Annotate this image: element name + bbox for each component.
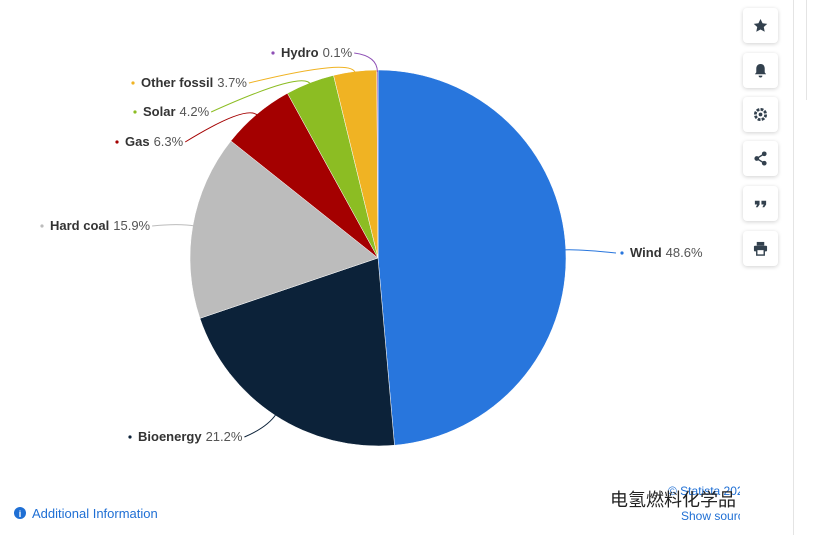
label-dot — [133, 110, 137, 114]
notification-button[interactable] — [743, 53, 778, 88]
data-label: Hard coal 15.9% — [50, 218, 151, 233]
data-label: Gas 6.3% — [125, 134, 184, 149]
category-name: Hydro — [281, 45, 319, 60]
share-button[interactable] — [743, 141, 778, 176]
leader-line — [563, 249, 617, 254]
label-dot — [271, 51, 275, 55]
leader-line — [152, 224, 195, 227]
cite-button[interactable] — [743, 186, 778, 221]
value-label: 6.3% — [154, 134, 184, 149]
value-label: 0.1% — [323, 45, 353, 60]
data-label: Hydro 0.1% — [281, 45, 353, 60]
show-source[interactable]: Show source — [681, 509, 740, 523]
watermark: 电氢燃料化学品 — [610, 490, 736, 511]
leader-line — [244, 413, 277, 438]
leader-line — [184, 112, 259, 143]
label-dot — [620, 251, 624, 255]
favorite-button[interactable] — [743, 8, 778, 43]
data-label: Other fossil 3.7% — [141, 75, 247, 90]
value-label: 4.2% — [180, 104, 210, 119]
info-icon[interactable] — [14, 507, 26, 519]
value-label: 48.6% — [666, 245, 703, 260]
category-name: Solar — [143, 104, 176, 119]
leader-line — [248, 66, 356, 84]
value-label: 21.2% — [206, 429, 243, 444]
category-name: Wind — [630, 245, 662, 260]
value-label: 15.9% — [113, 218, 150, 233]
info-icon-glyph: i — [19, 509, 22, 519]
pie — [189, 69, 567, 447]
category-name: Other fossil — [141, 75, 213, 90]
divider — [793, 0, 794, 535]
category-name: Hard coal — [50, 218, 109, 233]
divider — [806, 0, 807, 100]
data-label: Bioenergy 21.2% — [138, 429, 243, 444]
data-label: Wind 48.6% — [630, 245, 703, 260]
copyright[interactable]: © Statista 2023 — [668, 484, 740, 498]
label-dot — [131, 81, 135, 85]
leader-line — [210, 80, 312, 113]
additional-information[interactable]: Additional Information — [32, 506, 158, 521]
category-name: Gas — [125, 134, 150, 149]
leader-line — [354, 52, 378, 73]
settings-button[interactable] — [743, 97, 778, 132]
pie-slice — [377, 69, 567, 446]
label-dot — [115, 140, 119, 144]
value-label: 3.7% — [217, 75, 247, 90]
category-name: Bioenergy — [138, 429, 202, 444]
label-dot — [40, 224, 44, 228]
label-dot — [128, 435, 132, 439]
labels: Wind 48.6% Bioenergy 21.2% Hard coal 15.9% Gas… — [40, 45, 703, 444]
chart: Wind 48.6% Bioenergy 21.2% Hard coal 15.9% Gas… — [14, 45, 740, 523]
data-label: Solar 4.2% — [143, 104, 210, 119]
print-button[interactable] — [743, 231, 778, 266]
